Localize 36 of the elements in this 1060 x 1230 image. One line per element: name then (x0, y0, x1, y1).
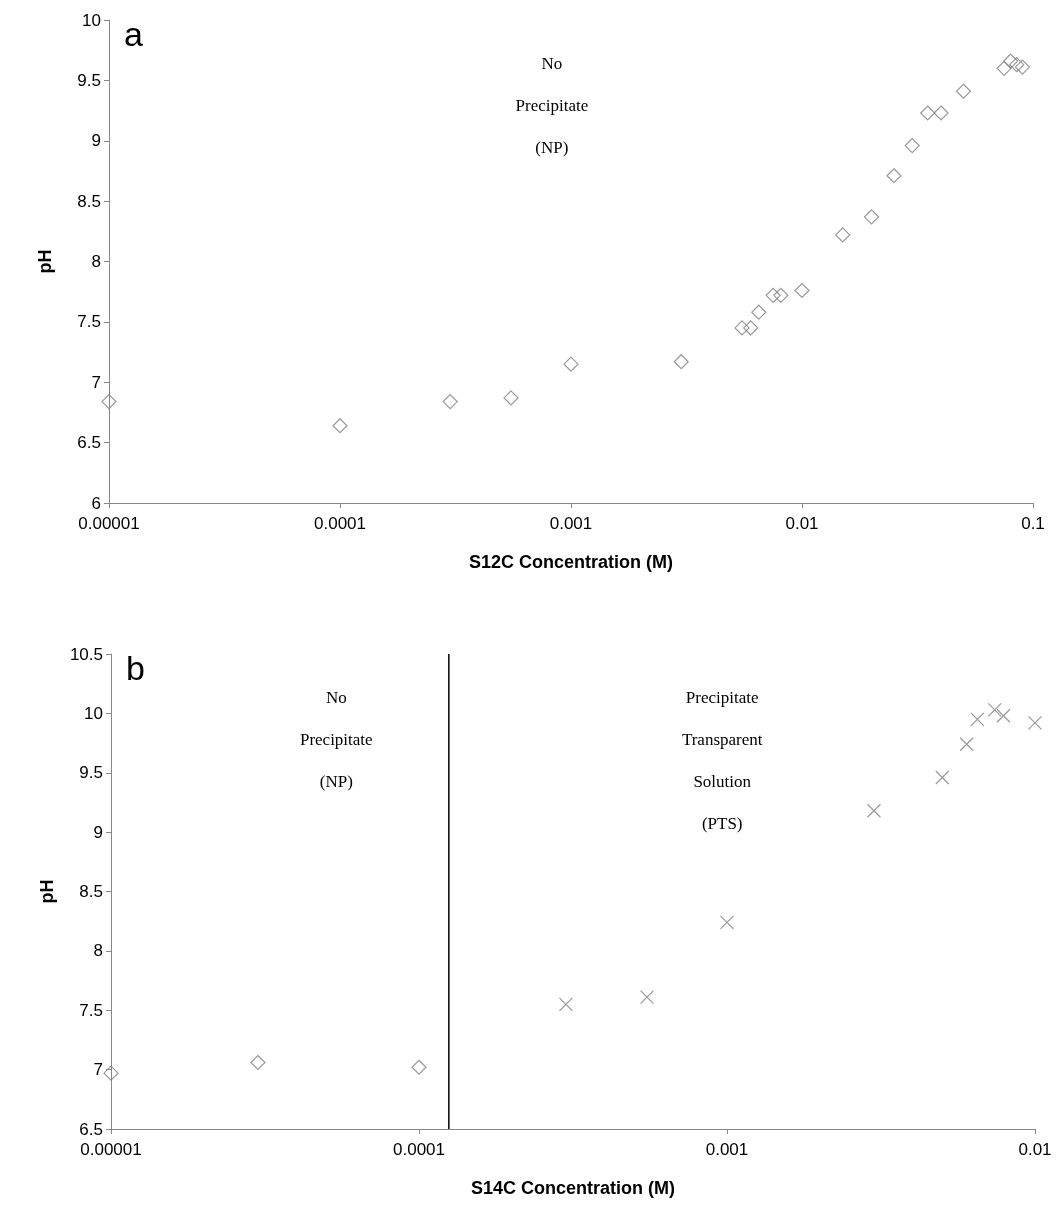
x-tick-label: 0.01 (1018, 1140, 1052, 1159)
y-axis-title: pH (35, 249, 55, 274)
y-tick-label: 8 (91, 252, 101, 271)
y-tick-label: 9.5 (77, 70, 101, 90)
y-tick-label: 10.5 (69, 644, 103, 664)
y-tick-label: 6.5 (77, 433, 101, 453)
y-tick-label: 9 (91, 131, 101, 151)
x-tick-label: 0.001 (549, 514, 593, 533)
y-tick-label: 7 (93, 1060, 103, 1080)
y-tick-label: 7.5 (77, 312, 101, 332)
text: Precipitate Transparent Solution (PTS) (681, 687, 763, 833)
y-tick-label: 8.5 (77, 191, 101, 211)
y-axis-title: pH (37, 879, 57, 904)
x-axis-title: S14C Concentration (M) (470, 1178, 676, 1198)
text: No Precipitate (NP) (299, 687, 373, 791)
y-tick-label: 7.5 (79, 1000, 103, 1020)
y-tick-label: 8 (93, 941, 103, 961)
x-tick-label: 0.001 (705, 1140, 749, 1159)
y-tick-label: 6.5 (79, 1119, 103, 1139)
y-tick-label: 8.5 (79, 882, 103, 901)
text: No Precipitate (NP) (515, 53, 589, 157)
x-tick-label: 0.0001 (393, 1140, 445, 1159)
chart-title: a (124, 15, 143, 53)
x-tick-label: 0.01 (785, 514, 819, 533)
y-tick-label: 9 (93, 822, 103, 842)
x-tick-label: 0.0001 (314, 514, 366, 533)
x-tick-label: 0.1 (1021, 514, 1045, 533)
y-tick-label: 6 (91, 493, 101, 513)
x-tick-label: 0.00001 (78, 514, 140, 533)
y-tick-label: 7 (91, 372, 101, 392)
y-tick-label: 10 (82, 10, 101, 30)
x-tick-label: 0.00001 (80, 1140, 142, 1159)
y-tick-label: 9.5 (79, 763, 103, 783)
x-axis-title: S12C Concentration (M) (468, 552, 674, 572)
y-tick-label: 10 (84, 703, 103, 723)
chart-title: b (126, 649, 145, 687)
